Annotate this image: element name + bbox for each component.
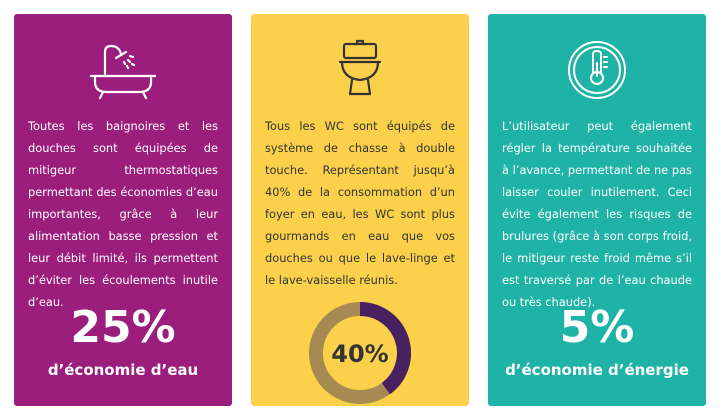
energy-saving-card: L’utilisateur peut également régler la t…	[488, 14, 706, 406]
bathtub-shower-icon	[14, 36, 232, 104]
wc-card: Tous les WC sont équipés de système de c…	[251, 14, 469, 406]
toilet-icon	[251, 36, 469, 104]
card-description: Toutes les baignoires et les douches son…	[28, 119, 218, 309]
stat-label: d’économie d’énergie	[505, 361, 689, 379]
stat-label: d’économie d’eau	[47, 361, 199, 379]
water-saving-card: Toutes les baignoires et les douches son…	[14, 14, 232, 406]
stat-value: 25%	[70, 302, 176, 353]
donut-arc	[359, 302, 411, 395]
card-description: Tous les WC sont équipés de système de c…	[265, 119, 455, 287]
stat-value: 5%	[559, 302, 635, 353]
card-description: L’utilisateur peut également régler la t…	[502, 119, 692, 309]
percentage-donut: 40%	[305, 298, 415, 408]
stat-value: 40%	[331, 340, 388, 368]
thermometer-icon	[488, 36, 706, 104]
